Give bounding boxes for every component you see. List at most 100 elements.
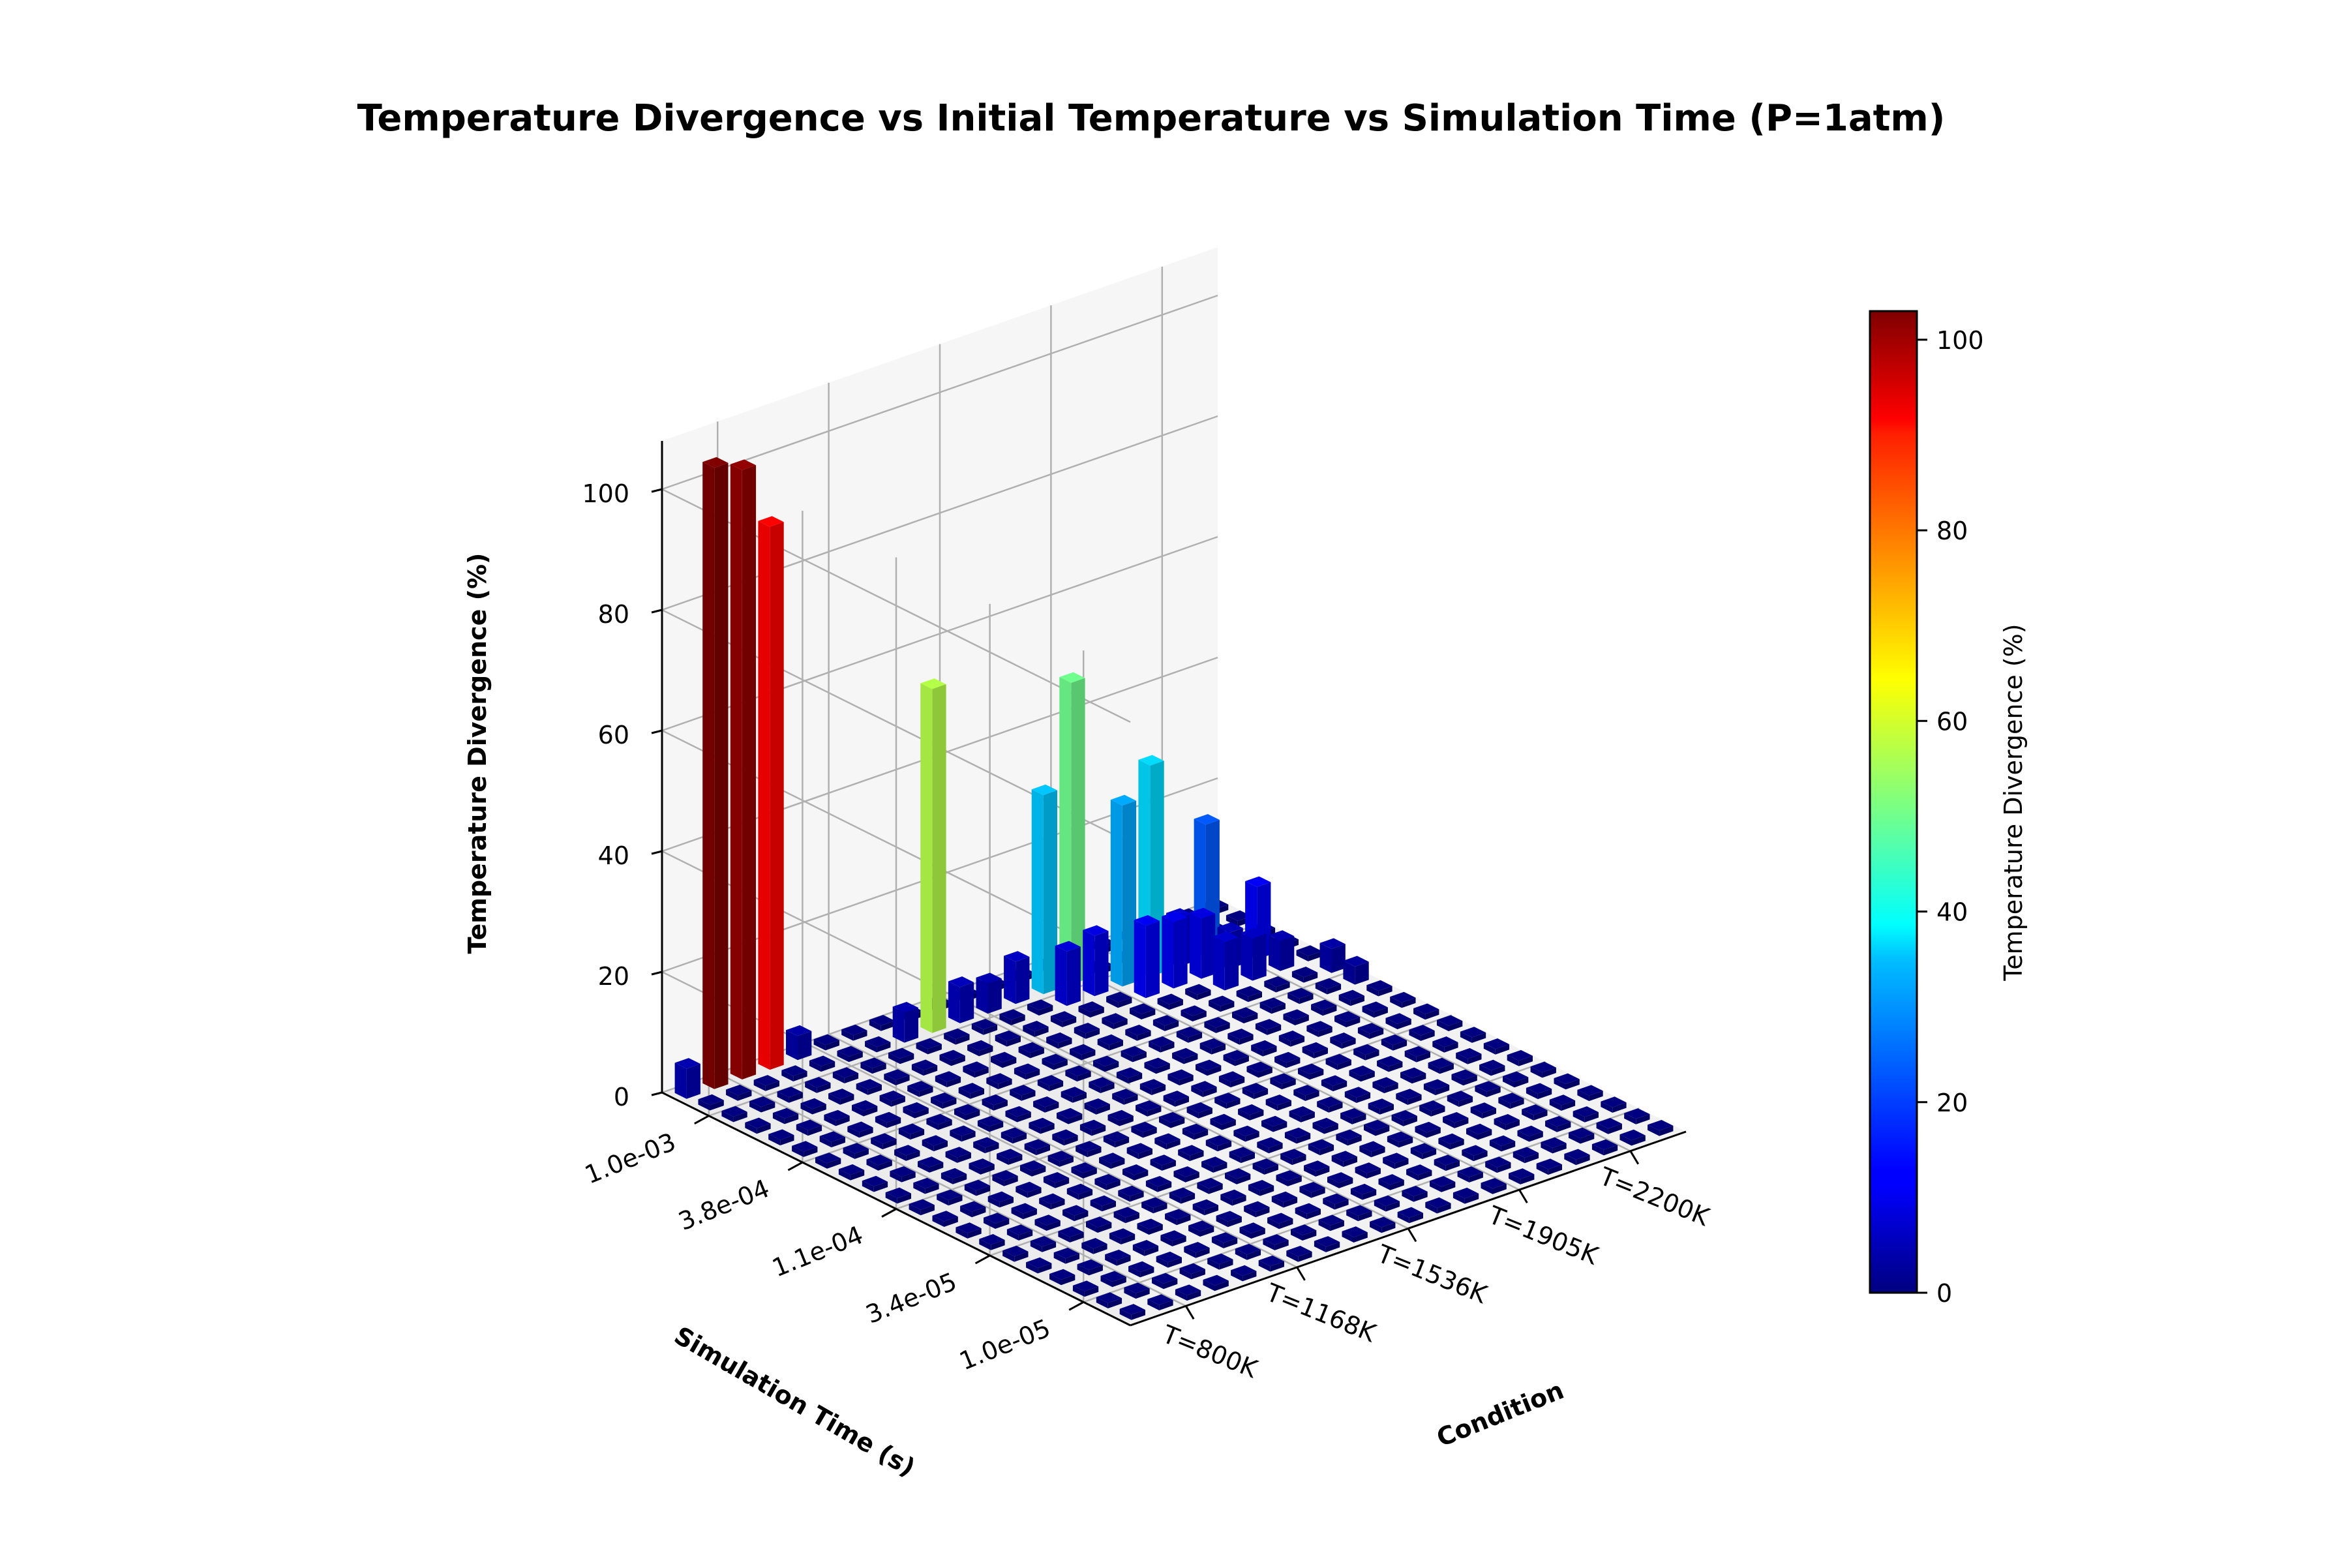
bar-top-face: [1112, 1089, 1138, 1100]
bar-front-face: [1486, 1087, 1501, 1098]
baseline-bar: [1601, 1096, 1627, 1113]
bar-top-face: [1494, 1114, 1520, 1125]
bar-side-face: [976, 977, 988, 1014]
bar-side-face: [935, 1076, 947, 1087]
baseline-bar: [1498, 1093, 1524, 1109]
baseline-bar: [1368, 1098, 1394, 1115]
baseline-bar: [1210, 1113, 1236, 1130]
bar-front-face: [1347, 1135, 1362, 1146]
bar-front-face: [1407, 1094, 1422, 1105]
baseline-bar: [1327, 1172, 1353, 1188]
bar-side-face: [1317, 1101, 1329, 1113]
bar-front-face: [1149, 1224, 1163, 1235]
bar-side-face: [1116, 1072, 1128, 1084]
bar-top-face: [1396, 1089, 1422, 1100]
bar-front-face: [1040, 1123, 1055, 1134]
bar-top-face: [1554, 1073, 1580, 1084]
bar-side-face: [1314, 1241, 1326, 1252]
bar-top-face: [753, 1075, 779, 1086]
bar-side-face: [1410, 1148, 1422, 1160]
bar-top-face: [1513, 1147, 1539, 1158]
baseline-bar: [1078, 1001, 1104, 1018]
baseline-bar: [1175, 1284, 1201, 1301]
bar-front-face: [1016, 957, 1030, 1004]
bar-front-face: [1612, 1102, 1627, 1113]
bar-top-face: [964, 1179, 991, 1191]
baseline-bar: [1185, 984, 1211, 1001]
bar-top-face: [1042, 1053, 1068, 1064]
colorbar-tick-label: 60: [1936, 707, 1968, 736]
baseline-bar: [1259, 997, 1286, 1014]
bar-side-face: [1235, 1248, 1247, 1260]
bar-front-face: [1267, 1025, 1282, 1035]
bar-front-face: [1329, 1102, 1343, 1113]
bar-top-face: [1203, 1274, 1229, 1286]
baseline-bar: [832, 1067, 859, 1083]
bar-top-face: [1353, 1044, 1379, 1055]
bar-side-face: [1176, 1031, 1188, 1043]
bar-side-face: [1340, 1113, 1353, 1124]
baseline-bar: [956, 1222, 982, 1239]
baseline-bar: [1034, 1214, 1061, 1231]
bar-front-face: [1125, 1213, 1139, 1224]
bar-top-face: [1340, 1108, 1366, 1119]
bar-side-face: [1053, 1252, 1066, 1264]
bar-side-face: [1434, 1159, 1446, 1171]
bar-top-face: [1366, 980, 1392, 991]
bar-front-face: [804, 1147, 818, 1157]
z-tick-label: 60: [598, 721, 629, 749]
bar-side-face: [964, 1184, 976, 1196]
bar-front-face: [1014, 1251, 1029, 1262]
bar-side-face: [1248, 1184, 1260, 1196]
baseline-bar: [726, 1085, 752, 1101]
bar-front-face: [1089, 1265, 1103, 1276]
bar-front-face: [985, 1143, 999, 1154]
baseline-bar: [939, 1049, 965, 1066]
bar-front-face: [878, 1160, 892, 1171]
baseline-bar: [838, 1164, 865, 1181]
bar-top-face: [1027, 999, 1053, 1010]
baseline-bar: [1099, 1153, 1125, 1169]
bar-side-face: [903, 1107, 915, 1119]
bar-top-face: [1400, 1067, 1426, 1078]
bar-top-face: [805, 1077, 831, 1088]
bar-side-face: [1112, 1093, 1124, 1105]
baseline-bar: [841, 1024, 867, 1041]
baseline-bar: [852, 1100, 878, 1117]
baseline-bar: [1184, 1242, 1210, 1258]
bar-front-face: [956, 1034, 970, 1045]
bar-front-face: [1426, 1127, 1441, 1138]
bar-side-face: [1419, 1105, 1432, 1117]
bar-side-face: [838, 1169, 850, 1181]
bar-top-face: [1381, 1034, 1407, 1046]
baseline-bar: [1196, 1059, 1222, 1076]
baseline-bar: [1238, 1104, 1264, 1121]
data-bar: [674, 1058, 700, 1099]
bar-top-face: [991, 1051, 1017, 1063]
bar-side-face: [1263, 1239, 1275, 1250]
baseline-bar: [1315, 978, 1342, 995]
baseline-bar: [1167, 1069, 1194, 1086]
baseline-bar: [1318, 1214, 1344, 1231]
z-tick: [651, 1091, 663, 1096]
bar-front-face: [853, 1030, 867, 1041]
bar-top-face: [879, 1091, 905, 1102]
bar-top-face: [702, 457, 729, 468]
bar-side-face: [1167, 1074, 1180, 1086]
bar-side-face: [1619, 1134, 1632, 1146]
bar-front-face: [1115, 1137, 1130, 1148]
bar-top-face: [1244, 1201, 1270, 1212]
bar-front-face: [897, 1193, 911, 1204]
bar-front-face: [761, 1102, 775, 1113]
bar-side-face: [1460, 1031, 1472, 1043]
bar-top-face: [1648, 1120, 1674, 1131]
bar-front-face: [1059, 1156, 1074, 1167]
bar-top-face: [1018, 1042, 1044, 1053]
bar-top-face: [1209, 995, 1235, 1006]
bar-side-face: [1113, 1211, 1126, 1224]
baseline-bar: [1235, 1244, 1261, 1260]
bar-side-face: [1318, 1219, 1331, 1231]
baseline-bar: [1296, 945, 1322, 961]
baseline-bar: [1074, 1023, 1100, 1039]
bar-top-face: [1264, 976, 1290, 988]
